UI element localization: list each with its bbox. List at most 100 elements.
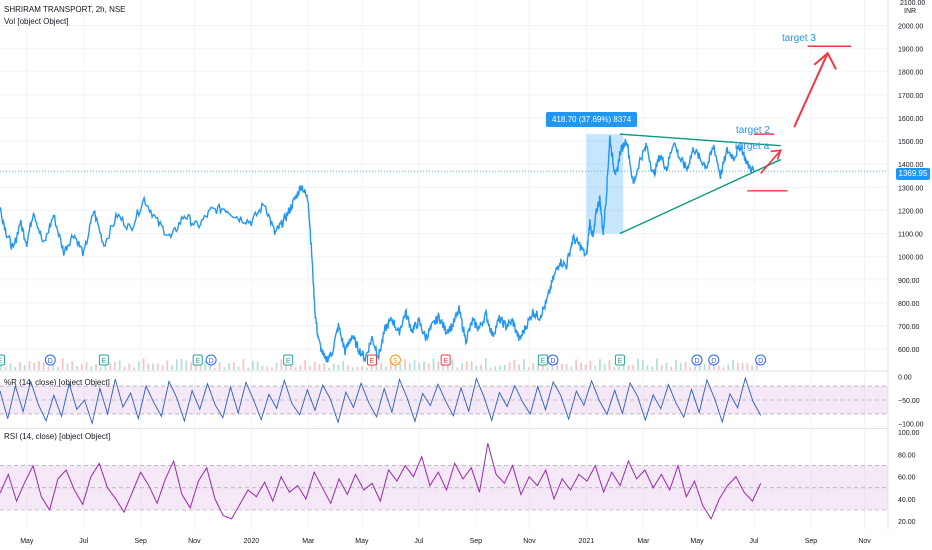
volume-bar [104,365,107,370]
volume-bar [584,364,587,370]
wr-tick-label: 0.00 [898,375,912,382]
volume-bar [114,361,116,370]
target-a-label: Target a [733,141,770,152]
volume-bar [708,363,711,370]
volume-bar [503,364,506,370]
volume-bar [527,367,530,370]
y-tick-label: 800.00 [898,301,920,308]
volume-bar [171,365,173,370]
x-tick-label: May [355,538,369,545]
volume-bar [751,365,753,370]
volume-bar [109,363,112,370]
x-tick-label: Sep [805,538,818,545]
volume-bar [404,359,406,370]
volume-bar [23,365,26,370]
volume-bar [76,366,78,370]
event-marker-letter: E [541,358,546,365]
volume-bar [228,363,230,370]
rsi-tick-label: 60.00 [898,475,916,482]
top-price-label: 2100.00 [900,0,926,7]
volume-bar [147,363,150,370]
volume-bar [4,366,7,370]
volume-bar [304,360,307,370]
volume-bar [413,360,416,370]
event-marker-shape [366,354,377,366]
y-tick-label: 1200.00 [898,208,923,215]
volume-bar [513,359,516,370]
volume-bar [323,363,326,370]
event-marker-shape [708,354,720,366]
event-marker-earnings: E [283,354,294,366]
volume-bar [665,362,668,370]
event-marker-letter: E [0,358,3,365]
volume-bar [551,363,554,370]
volume-bar [541,364,544,370]
volume-bar [722,367,725,370]
volume-bar [518,364,521,370]
price-layer [0,135,888,370]
volume-bar [85,362,88,370]
volume-bar [118,360,121,370]
rsi-legend: RSI (14, close) [object Object] [4,432,111,441]
x-tick-label: Sep [135,538,148,545]
event-marker-earnings: E [0,354,5,366]
volume-bar [0,363,2,370]
volume-legend: Vol [object Object] [4,17,69,26]
volume-bar [95,364,97,370]
volume-bar [456,367,459,370]
volume-bar [351,367,354,370]
volume-bar [161,365,164,370]
volume-bar [451,359,454,370]
x-tick-label: Mar [302,538,315,545]
event-marker-earnings: E [614,354,625,366]
volume-bar [294,367,297,370]
volume-bar [332,363,335,370]
currency-label: INR [904,8,917,15]
volume-bar [190,362,192,370]
event-marker-earnings-red: E [440,354,451,366]
volume-bar [356,367,359,370]
event-marker-shape [537,354,548,366]
rsi-series-line [0,443,762,520]
volume-bar [185,360,188,370]
volume-bar [580,362,582,370]
volume-bar [123,366,126,370]
volume-bar [618,366,620,370]
event-marker-letter: E [618,358,623,365]
range-measure-label: 418.70 (37.69%) 8374 [546,112,638,127]
volume-bar [641,360,644,370]
event-marker-dividend: D [547,354,559,366]
y-tick-label: 1300.00 [898,185,923,192]
wr-tick-label: −50.00 [898,398,920,405]
volume-bar [180,358,183,370]
volume-bar [33,363,36,370]
event-marker-earnings: E [192,354,203,366]
triangle-upper-line [619,133,781,147]
volume-bar [194,364,197,370]
volume-bar [90,366,93,370]
volume-bar [627,365,630,370]
volume-bar [684,361,687,370]
volume-bar [613,367,616,370]
arrow-head [770,149,782,160]
volume-bar [532,363,535,370]
x-tick-label: 2020 [244,538,260,545]
volume-bar [660,364,663,370]
x-tick-label: 2021 [579,538,595,545]
axes: 600.00 700.00 800.00 900.00 1000.00 1100.00 12… [20,23,923,545]
arrow-shaft [760,149,782,174]
y-tick-label: 1700.00 [898,93,923,100]
volume-bar [432,358,435,370]
williams-series-line [0,376,762,425]
event-marker-shape [755,354,767,366]
y-tick-label: 1800.00 [898,70,923,77]
triangle-lower-line [619,158,782,235]
y-tick-label: 1900.00 [898,47,923,54]
volume-bar [385,366,387,370]
events-layer: EDEEDEESEEDEDDD [0,354,767,366]
volume-bar [223,367,226,370]
volume-bar [727,364,730,370]
volume-bar [736,362,739,370]
volume-bar [80,363,83,370]
